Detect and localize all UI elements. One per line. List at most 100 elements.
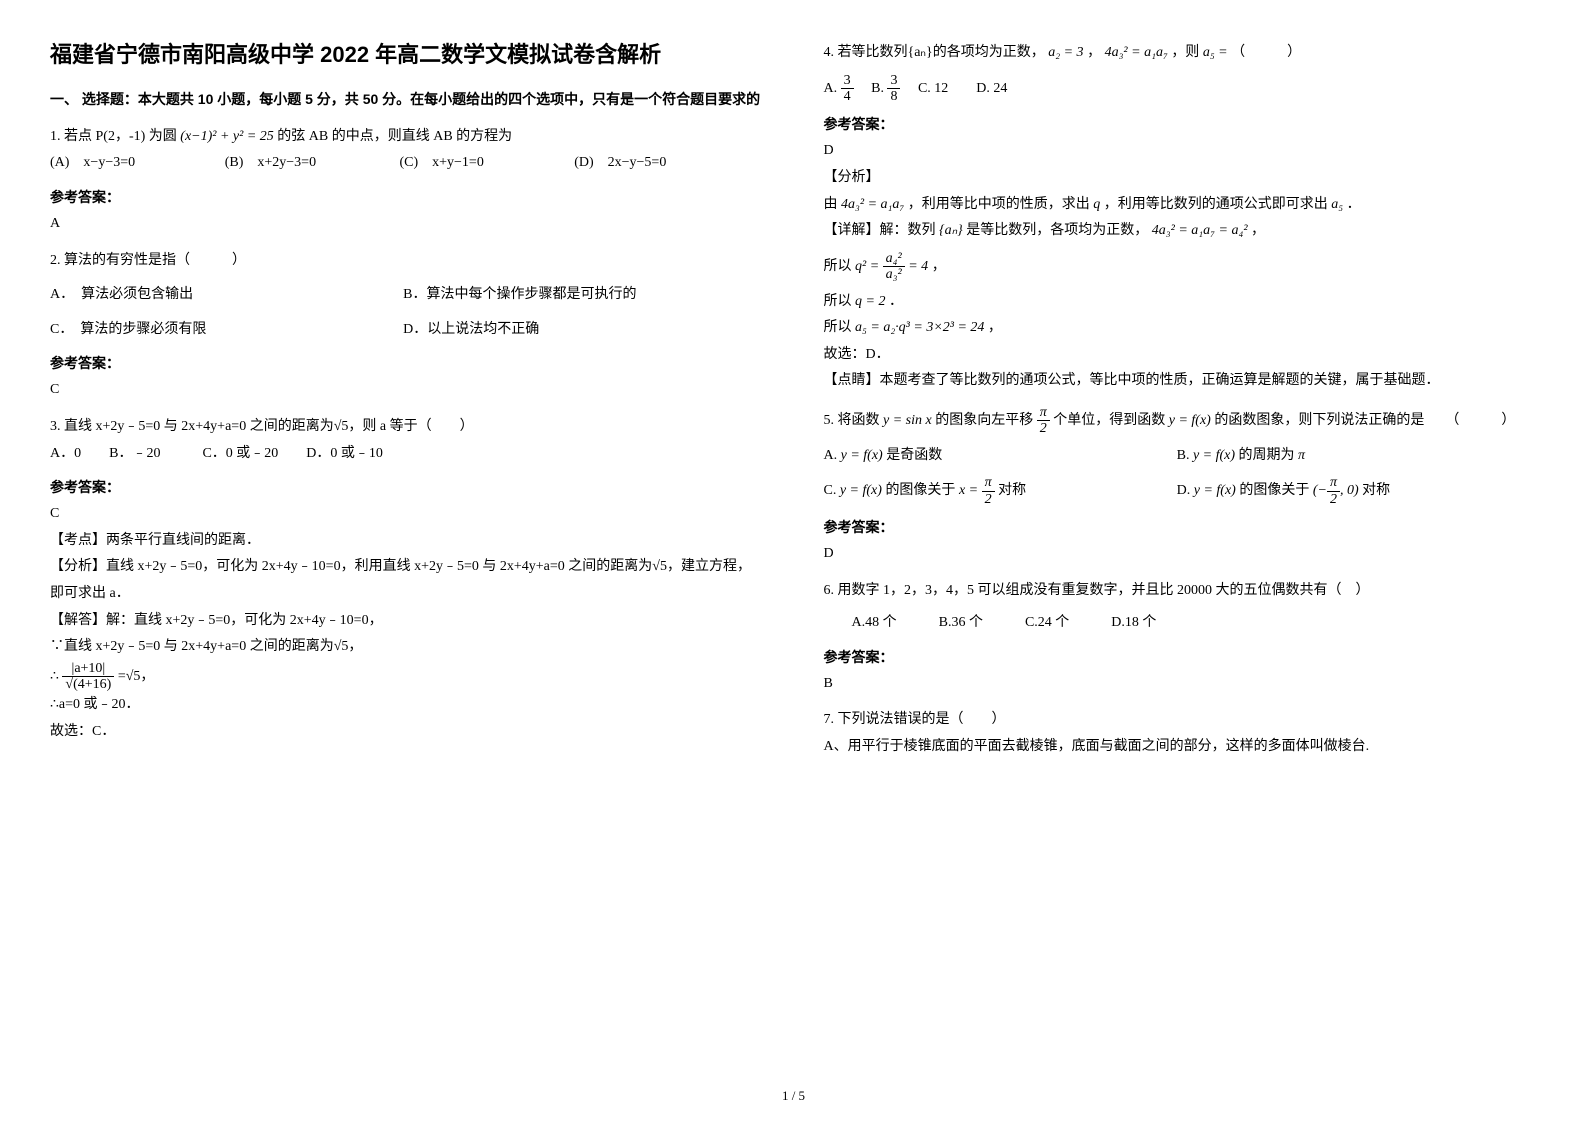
q4-so1-c: ，: [932, 259, 946, 274]
q4-fx-m1: 4a₃² = a₁a₇: [841, 197, 904, 212]
q3-ans-letter: C: [50, 501, 764, 528]
q5-m1: y = sin x: [883, 413, 932, 428]
q4-optB-den: 8: [887, 89, 900, 104]
q5-stem-c: 个单位，得到函数: [1053, 413, 1165, 428]
q5-options-row2: C. y = f(x) 的图像关于 x = π 2 对称 D. y = f(x)…: [824, 475, 1538, 507]
q3-stem: 3. 直线 x+2y﹣5=0 与 2x+4y+a=0 之间的距离为√5，则 a …: [50, 414, 764, 441]
q7-stem: 7. 下列说法错误的是（ ）: [824, 707, 1538, 734]
q5-optD-den: 2: [1327, 492, 1340, 507]
q5-optD-l: (−: [1313, 478, 1327, 505]
left-column: 福建省宁德市南阳高级中学 2022 年高二数学文模拟试卷含解析 一、 选择题：本…: [50, 40, 764, 771]
q4-optB-num: 3: [887, 73, 900, 89]
q3-jd3-den: √(4+16): [62, 677, 114, 692]
q3-answer: C 【考点】两条平行直线间的距离． 【分析】直线 x+2y﹣5=0，可化为 2x…: [50, 501, 764, 746]
q4-m3: a₅ =: [1203, 45, 1228, 60]
q5-optB-a: B.: [1177, 443, 1190, 470]
q5-optD-b: 的图像关于: [1239, 478, 1309, 505]
right-column: 4. 若等比数列{aₙ}的各项均为正数， a₂ = 3 ， 4a₃² = a₁a…: [824, 40, 1538, 771]
q4-fx-c: ，利用等比数列的通项公式即可求出: [1104, 197, 1328, 212]
q4-xj-c: ，: [1251, 223, 1265, 238]
q5-optD-r: , 0): [1340, 478, 1359, 505]
q4-so2-a: 所以: [824, 294, 852, 309]
q5-optA-a: A.: [824, 443, 838, 470]
q5-stem-d: 的函数图象，则下列说法正确的是 （ ）: [1214, 413, 1515, 428]
q4-so2-m: q = 2: [855, 294, 885, 309]
q4-opt-b-frac: 3 8: [887, 73, 900, 105]
q6-options: A.48 个 B.36 个 C.24 个 D.18 个: [824, 610, 1538, 637]
q5-shift-num: π: [1037, 405, 1050, 421]
q4-so2-b: ．: [889, 294, 903, 309]
q5-optC-b: 的图像关于: [885, 478, 955, 505]
q5-opt-b: B. y = f(x) 的周期为 π: [1177, 443, 1527, 470]
q4-opt-cd: C. 12 D. 24: [904, 76, 1007, 103]
q5-m2: y = f(x): [1169, 413, 1211, 428]
q4-xj-m1: {aₙ}: [939, 223, 963, 238]
q4-so1-den: a₃²: [883, 267, 905, 282]
q4-fx-m3: a₅: [1331, 197, 1343, 212]
q4-so1-num: a₄²: [883, 251, 905, 267]
q4-fenxi-label: 【分析】: [824, 165, 1538, 192]
q1-options: (A) x−y−3=0 (B) x+2y−3=0 (C) x+y−1=0 (D)…: [50, 150, 764, 177]
question-5: 5. 将函数 y = sin x 的图象向左平移 π 2 个单位，得到函数 y …: [824, 405, 1538, 507]
q1-stem-b: 的弦 AB 的中点，则直线 AB 的方程为: [277, 129, 512, 144]
q4-opt-a-frac: 3 4: [841, 73, 854, 105]
q4-so3-b: ，: [988, 320, 1002, 335]
q6-answer-label: 参考答案：: [824, 647, 1538, 667]
q4-options: A. 3 4 B. 3 8 C. 12 D. 24: [824, 73, 1538, 105]
question-2: 2. 算法的有穷性是指（ ） A． 算法必须包含输出 B．算法中每个操作步骤都是…: [50, 248, 764, 344]
q4-so3: 所以 a₅ = a₂·q³ = 3×2³ = 24 ，: [824, 315, 1538, 342]
q4-so2: 所以 q = 2 ．: [824, 289, 1538, 316]
q1-answer-label: 参考答案：: [50, 187, 764, 207]
q3-jd3-fraction: |a+10| √(4+16): [62, 661, 114, 693]
q3-options: A．0 B．﹣20 C．0 或﹣20 D．0 或﹣10: [50, 441, 764, 468]
q4-answer-label: 参考答案：: [824, 114, 1538, 134]
q5-options-row1: A. y = f(x) 是奇函数 B. y = f(x) 的周期为 π: [824, 443, 1538, 470]
q3-kaodian: 【考点】两条平行直线间的距离．: [50, 528, 764, 555]
q3-jieda-4: ∴a=0 或﹣20．: [50, 692, 764, 719]
q5-optD-num: π: [1327, 475, 1340, 491]
q2-answer-label: 参考答案：: [50, 353, 764, 373]
q2-opt-c: C． 算法的步骤必须有限: [50, 317, 400, 344]
q4-m2: 4a₃² = a₁a₇: [1105, 45, 1168, 60]
q6-stem: 6. 用数字 1，2，3，4，5 可以组成没有重复数字，并且比 20000 大的…: [824, 578, 1538, 605]
q3-jieda-1: 【解答】解：直线 x+2y﹣5=0，可化为 2x+4y﹣10=0，: [50, 608, 764, 635]
q2-options-row1: A． 算法必须包含输出 B．算法中每个操作步骤都是可执行的: [50, 282, 764, 309]
q7-opt-a: A、用平行于棱锥底面的平面去截棱锥，底面与截面之间的部分，这样的多面体叫做棱台.: [824, 734, 1538, 761]
q4-xiangjie: 【详解】解：数列 {aₙ} 是等比数列，各项均为正数， 4a₃² = a₁a₇ …: [824, 218, 1538, 245]
q4-guxuan: 故选：D．: [824, 342, 1538, 369]
q5-stem-a: 5. 将函数: [824, 413, 880, 428]
q4-answer: D 【分析】 由 4a₃² = a₁a₇ ，利用等比中项的性质，求出 q ，利用…: [824, 138, 1538, 395]
q5-optC-frac: π 2: [982, 475, 995, 507]
q4-stem-d: （ ）: [1231, 45, 1301, 60]
q2-answer: C: [50, 377, 764, 404]
q5-opt-d: D. y = f(x) 的图像关于 (− π 2 , 0) 对称: [1177, 475, 1527, 507]
q4-fx-d: ．: [1347, 197, 1361, 212]
q4-xj-b: 是等比数列，各项均为正数，: [966, 223, 1148, 238]
q1-stem-a: 1. 若点 P(2，-1) 为圆: [50, 129, 177, 144]
q5-answer-label: 参考答案：: [824, 517, 1538, 537]
q4-so1-b: = 4: [908, 259, 928, 274]
question-7: 7. 下列说法错误的是（ ） A、用平行于棱锥底面的平面去截棱锥，底面与截面之间…: [824, 707, 1538, 760]
q4-so3-a: 所以: [824, 320, 852, 335]
q2-options-row2: C． 算法的步骤必须有限 D．以上说法均不正确: [50, 317, 764, 344]
q5-optA-m: y = f(x): [841, 443, 883, 470]
q4-so1-frac: a₄² a₃²: [883, 251, 905, 283]
q5-optC-c: 对称: [998, 478, 1026, 505]
q4-so3-m: a₅ = a₂·q³ = 3×2³ = 24: [855, 320, 984, 335]
q1-opt-d: (D) 2x−y−5=0: [574, 150, 745, 177]
q4-optA-num: 3: [841, 73, 854, 89]
question-1: 1. 若点 P(2，-1) 为圆 (x−1)² + y² = 25 的弦 AB …: [50, 124, 764, 177]
question-4: 4. 若等比数列{aₙ}的各项均为正数， a₂ = 3 ， 4a₃² = a₁a…: [824, 40, 1538, 104]
q2-opt-a: A． 算法必须包含输出: [50, 282, 400, 309]
q4-xj-a: 【详解】解：数列: [824, 223, 936, 238]
q4-opt-b-pre: B.: [857, 76, 884, 103]
q6-answer: B: [824, 671, 1538, 698]
q4-fx-b: ，利用等比中项的性质，求出: [908, 197, 1090, 212]
q3-fenxi: 【分析】直线 x+2y﹣5=0，可化为 2x+4y﹣10=0，利用直线 x+2y…: [50, 554, 764, 607]
q4-xj-m2: 4a₃² = a₁a₇ = a₄²: [1152, 223, 1248, 238]
q1-answer: A: [50, 211, 764, 238]
q5-opt-c: C. y = f(x) 的图像关于 x = π 2 对称: [824, 475, 1174, 507]
q3-jieda-5: 故选：C．: [50, 719, 764, 746]
q3-jd3-suffix: =√5，: [118, 669, 155, 684]
q4-m1: a₂ = 3: [1048, 45, 1083, 60]
